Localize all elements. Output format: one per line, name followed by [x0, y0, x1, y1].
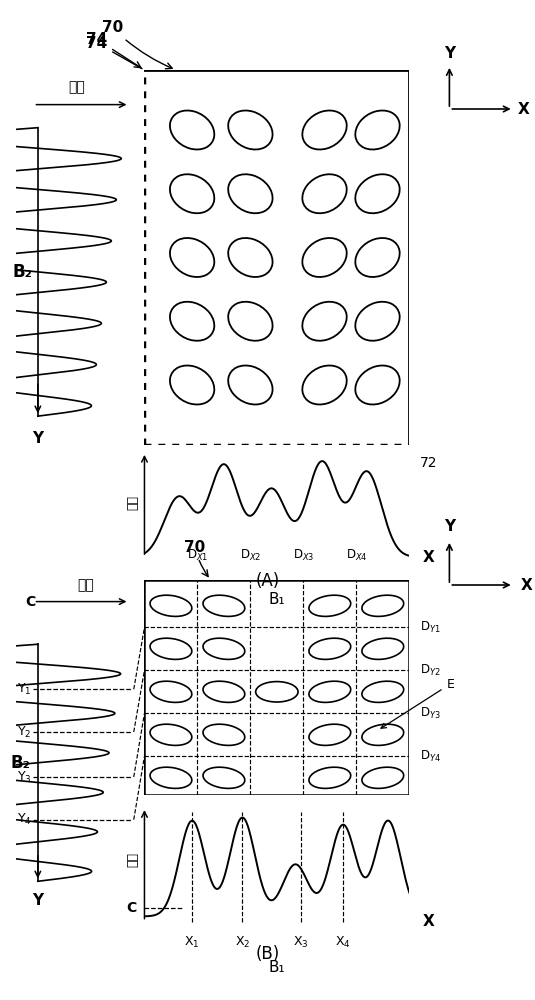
- Ellipse shape: [309, 595, 351, 616]
- Ellipse shape: [203, 724, 245, 745]
- Text: B₁: B₁: [269, 960, 285, 975]
- Ellipse shape: [228, 365, 272, 405]
- Text: X: X: [423, 914, 434, 929]
- Text: 72: 72: [420, 456, 438, 470]
- Ellipse shape: [256, 682, 298, 702]
- Ellipse shape: [150, 638, 192, 659]
- Text: X$_3$: X$_3$: [293, 935, 309, 950]
- Text: X: X: [521, 578, 532, 592]
- Ellipse shape: [170, 174, 215, 213]
- Text: Y: Y: [444, 46, 455, 61]
- Text: B₂: B₂: [11, 754, 30, 772]
- Text: D$_{Y4}$: D$_{Y4}$: [420, 749, 441, 764]
- Ellipse shape: [302, 238, 347, 277]
- Ellipse shape: [355, 365, 400, 405]
- Text: X: X: [423, 550, 434, 564]
- Ellipse shape: [355, 110, 400, 150]
- Ellipse shape: [309, 638, 351, 659]
- Ellipse shape: [150, 724, 192, 745]
- Ellipse shape: [362, 724, 404, 745]
- Ellipse shape: [309, 724, 351, 745]
- Ellipse shape: [309, 767, 351, 788]
- Ellipse shape: [150, 595, 192, 616]
- Text: D$_{X4}$: D$_{X4}$: [346, 548, 367, 563]
- Text: 70: 70: [184, 540, 208, 577]
- Text: 74: 74: [86, 32, 141, 68]
- Ellipse shape: [309, 681, 351, 702]
- Ellipse shape: [228, 174, 272, 213]
- Ellipse shape: [362, 681, 404, 702]
- Ellipse shape: [302, 302, 347, 341]
- Text: X: X: [518, 102, 530, 116]
- Ellipse shape: [203, 767, 245, 788]
- Ellipse shape: [170, 302, 215, 341]
- Text: Y: Y: [444, 519, 455, 534]
- Text: Y$_2$: Y$_2$: [17, 724, 32, 740]
- Text: 亮度: 亮度: [126, 852, 139, 867]
- Text: D$_{Y3}$: D$_{Y3}$: [420, 706, 441, 721]
- Text: D$_{X2}$: D$_{X2}$: [240, 548, 261, 563]
- Ellipse shape: [170, 238, 215, 277]
- Ellipse shape: [150, 681, 192, 702]
- Text: (A): (A): [255, 572, 280, 590]
- Text: X$_1$: X$_1$: [185, 935, 200, 950]
- Text: (B): (B): [255, 945, 280, 963]
- Text: 74: 74: [86, 35, 142, 69]
- Ellipse shape: [362, 638, 404, 659]
- Text: 亮度: 亮度: [126, 494, 139, 510]
- Text: D$_{Y2}$: D$_{Y2}$: [420, 663, 440, 678]
- Ellipse shape: [302, 110, 347, 150]
- Ellipse shape: [355, 302, 400, 341]
- Text: E: E: [381, 678, 454, 728]
- Text: D$_{X3}$: D$_{X3}$: [293, 548, 314, 563]
- Text: D$_{X1}$: D$_{X1}$: [187, 548, 208, 563]
- Ellipse shape: [150, 767, 192, 788]
- Text: Y$_1$: Y$_1$: [17, 682, 32, 697]
- Text: Y$_4$: Y$_4$: [17, 812, 32, 827]
- Ellipse shape: [362, 767, 404, 788]
- Text: Y: Y: [32, 431, 43, 446]
- Text: Y: Y: [32, 893, 43, 908]
- Ellipse shape: [228, 110, 272, 150]
- Ellipse shape: [302, 365, 347, 405]
- Ellipse shape: [170, 365, 215, 405]
- Ellipse shape: [362, 595, 404, 616]
- Ellipse shape: [203, 595, 245, 616]
- Ellipse shape: [228, 238, 272, 277]
- Text: X$_4$: X$_4$: [335, 935, 351, 950]
- Text: C: C: [25, 595, 35, 609]
- Text: 70: 70: [102, 20, 172, 69]
- Text: B₂: B₂: [12, 263, 32, 281]
- Ellipse shape: [228, 302, 272, 341]
- Ellipse shape: [355, 174, 400, 213]
- Ellipse shape: [170, 110, 215, 150]
- Text: X$_2$: X$_2$: [235, 935, 250, 950]
- Ellipse shape: [355, 238, 400, 277]
- Text: C: C: [126, 901, 136, 915]
- Ellipse shape: [203, 638, 245, 659]
- Text: B₁: B₁: [269, 592, 285, 607]
- Text: Y$_3$: Y$_3$: [17, 769, 32, 785]
- Ellipse shape: [302, 174, 347, 213]
- Text: 亮度: 亮度: [78, 578, 94, 592]
- Ellipse shape: [203, 681, 245, 702]
- Text: D$_{Y1}$: D$_{Y1}$: [420, 620, 440, 635]
- Text: 亮度: 亮度: [68, 81, 86, 95]
